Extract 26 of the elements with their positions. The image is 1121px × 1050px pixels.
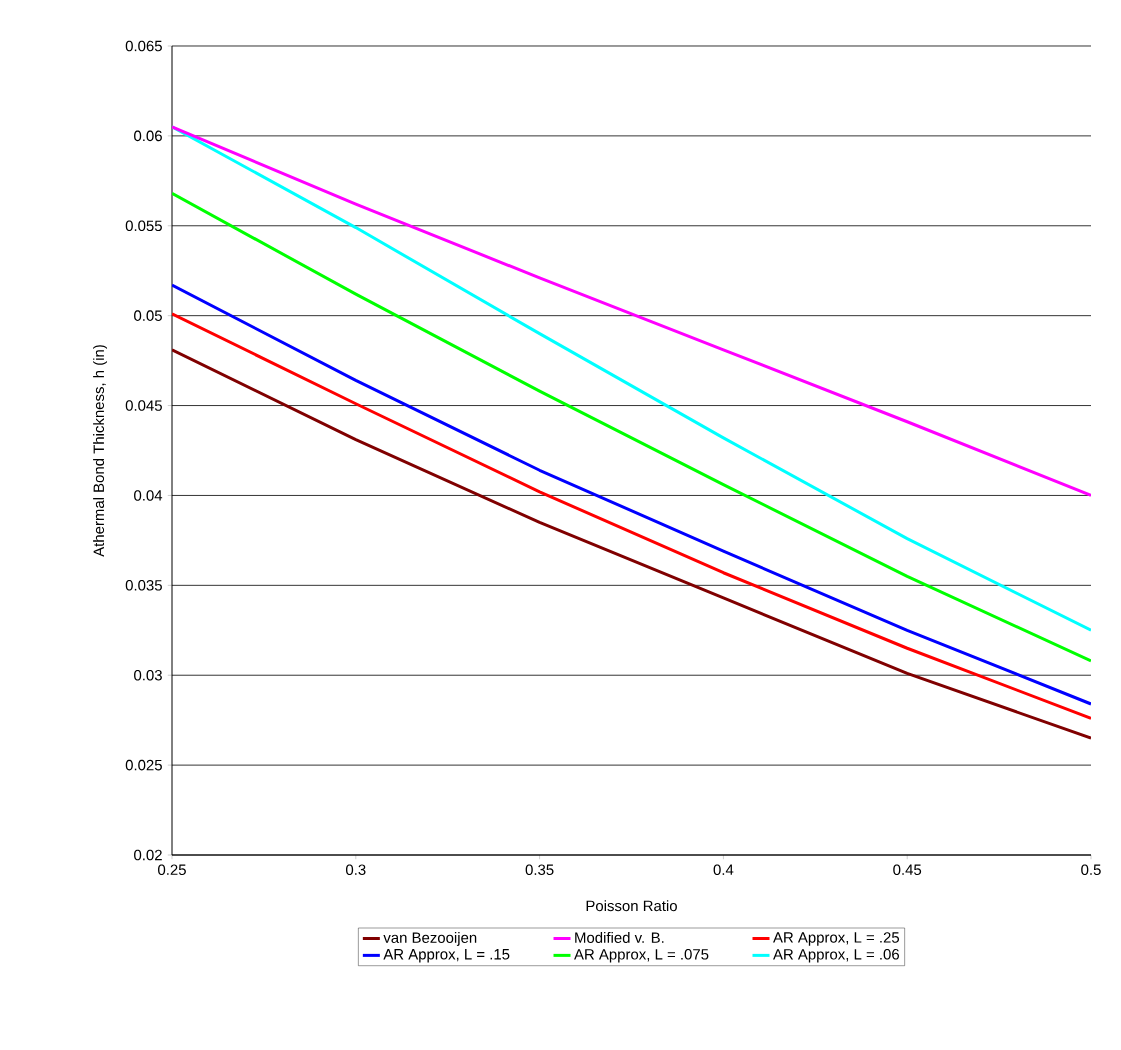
- y-tick-label: 0.06: [134, 130, 162, 142]
- y-tick-label: 0.025: [125, 759, 162, 771]
- x-tick-label: 0.35: [525, 864, 554, 876]
- legend-label: AR Approx, L = .15: [383, 949, 510, 963]
- x-tick-label: 0.45: [893, 864, 922, 876]
- y-tick-label: 0.045: [125, 400, 162, 411]
- legend-label: AR Approx, L = .06: [773, 949, 900, 963]
- x-tick-label: 0.3: [345, 864, 366, 876]
- legend-label: van Bezooijen: [383, 931, 477, 946]
- x-tick-label: 0.25: [158, 864, 186, 876]
- y-tick-label: 0.055: [125, 220, 162, 232]
- y-tick-label: 0.05: [134, 310, 162, 321]
- line-series: [172, 191, 1092, 663]
- x-tick-label: 0.4: [713, 864, 734, 876]
- y-tick-label: 0.02: [134, 849, 162, 861]
- legend-label: AR Approx, L = .075: [574, 949, 709, 963]
- y-axis-title: Athermal Bond Thickness, h (in): [93, 345, 108, 557]
- y-tick-label: 0.065: [125, 40, 162, 52]
- legend-label: AR Approx, L = .25: [773, 932, 900, 946]
- line-series: [172, 125, 1092, 497]
- y-tick-label: 0.04: [134, 490, 163, 501]
- legend-label: Modified v. B.: [575, 931, 664, 943]
- y-tick-label: 0.03: [134, 669, 162, 681]
- x-axis-title: Poisson Ratio: [586, 900, 677, 912]
- x-tick-label: 0.5: [1081, 864, 1101, 876]
- y-tick-label: 0.035: [125, 580, 162, 591]
